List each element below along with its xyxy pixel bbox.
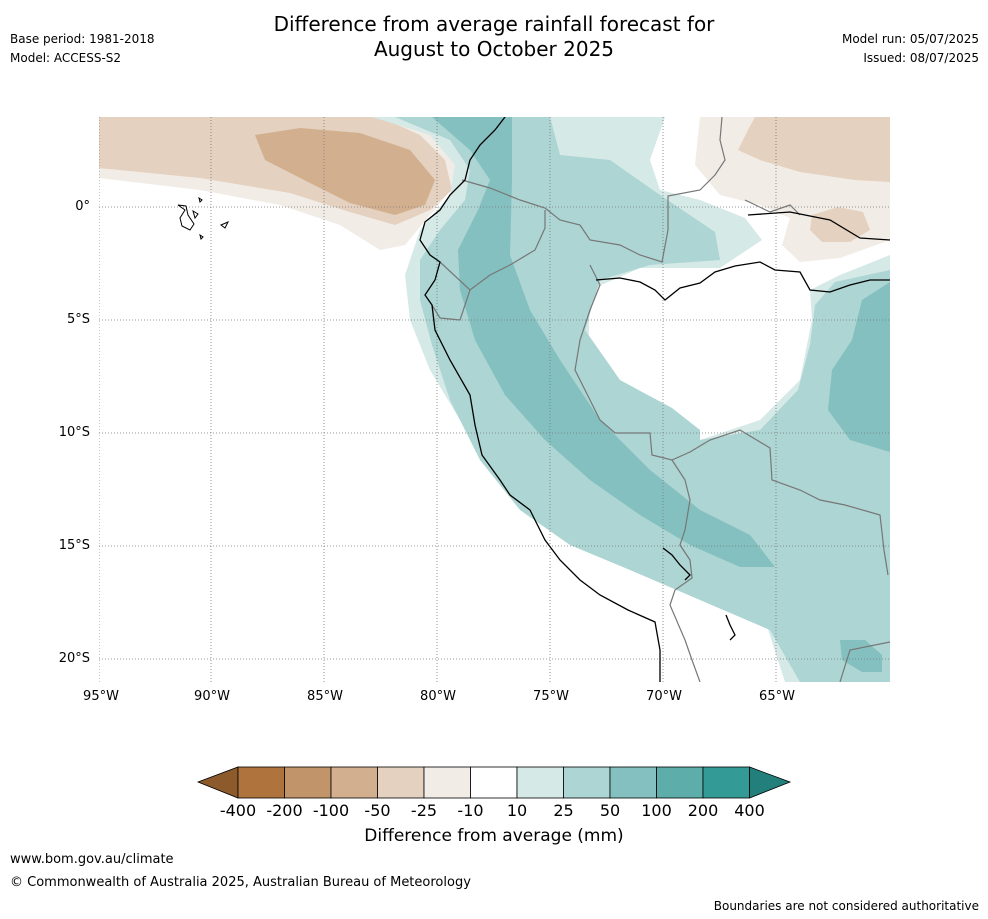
colorbar-tick: 50: [599, 801, 621, 820]
colorbar-swatch: [330, 766, 378, 799]
map-title: Difference from average rainfall forecas…: [0, 12, 988, 62]
colorbar-swatch: [377, 766, 425, 799]
colorbar-arrow-right: [749, 766, 792, 799]
colorbar-tick: -200: [266, 801, 303, 820]
colorbar-tick: -100: [312, 801, 350, 820]
disclaimer-text: Boundaries are not considered authoritat…: [713, 899, 979, 913]
lat-label-15s: 15°S: [58, 538, 90, 553]
lon-label-70w: 70°W: [646, 689, 682, 704]
coastline: [419, 117, 890, 682]
lon-label-85w: 85°W: [307, 689, 343, 704]
meta-right: Model run: 05/07/2025 Issued: 08/07/2025: [842, 30, 979, 68]
model-run-text: Model run: 05/07/2025: [841, 32, 979, 46]
contour-dry-ne-25: [738, 117, 890, 182]
contour-wet-50: [432, 117, 775, 567]
colorbar-tick: -50: [364, 801, 391, 820]
colorbar-tick: 400: [734, 801, 765, 820]
title-line-2: August to October 2025: [373, 37, 615, 61]
colorbar-swatch: [563, 766, 611, 799]
colorbar-swatch: [516, 766, 564, 799]
colorbar-tick: -10: [457, 801, 484, 820]
colorbar-tick: 100: [641, 801, 672, 820]
colorbar-swatch: [284, 766, 332, 799]
title-line-1: Difference from average rainfall forecas…: [273, 12, 715, 36]
colorbar-swatch: [423, 766, 471, 799]
graticule: [99, 117, 890, 682]
lon-label-95w: 95°W: [83, 689, 119, 704]
lat-label-20s: 20°S: [58, 651, 90, 666]
colorbar-swatch: [237, 766, 285, 799]
colorbar-title: Difference from average (mm): [364, 826, 624, 846]
colorbar-swatch: [656, 766, 704, 799]
contour-wet-se-50: [840, 640, 882, 672]
issued-text: Issued: 08/07/2025: [863, 51, 979, 65]
lat-label-5s: 5°S: [66, 312, 90, 327]
colorbar-swatch: [702, 766, 750, 799]
colorbar-tick: -400: [219, 801, 257, 820]
lon-label-75w: 75°W: [533, 689, 569, 704]
colorbar-tick: 200: [687, 801, 719, 820]
colorbar: [196, 766, 792, 799]
model-text: Model: ACCESS-S2: [10, 51, 122, 65]
contour-wet-east-50: [828, 282, 890, 452]
colorbar-arrow-left: [196, 766, 239, 799]
website-link[interactable]: www.bom.gov.au/climate: [10, 852, 174, 867]
country-borders: [431, 117, 890, 682]
lon-label-65w: 65°W: [759, 689, 795, 704]
contour-wet-25: [395, 117, 890, 682]
lat-label-0: 0°: [75, 199, 90, 214]
galapagos-islands: [177, 196, 230, 240]
colorbar-swatch: [470, 766, 518, 799]
base-period-text: Base period: 1981-2018: [10, 32, 155, 46]
contour-dry-50: [255, 128, 435, 215]
colorbar-tick: 10: [506, 801, 528, 820]
colorbar-tick: -25: [410, 801, 438, 820]
copyright-text: © Commonwealth of Australia 2025, Austra…: [10, 875, 471, 890]
lat-label-10s: 10°S: [58, 425, 90, 440]
colorbar-swatch: [609, 766, 657, 799]
meta-left: Base period: 1981-2018 Model: ACCESS-S2: [10, 30, 155, 68]
colorbar-tick: 25: [553, 801, 574, 820]
lon-label-80w: 80°W: [420, 689, 456, 704]
lon-label-90w: 90°W: [194, 689, 230, 704]
map-contours: [99, 117, 890, 682]
contour-dry-ne-small: [810, 207, 870, 242]
